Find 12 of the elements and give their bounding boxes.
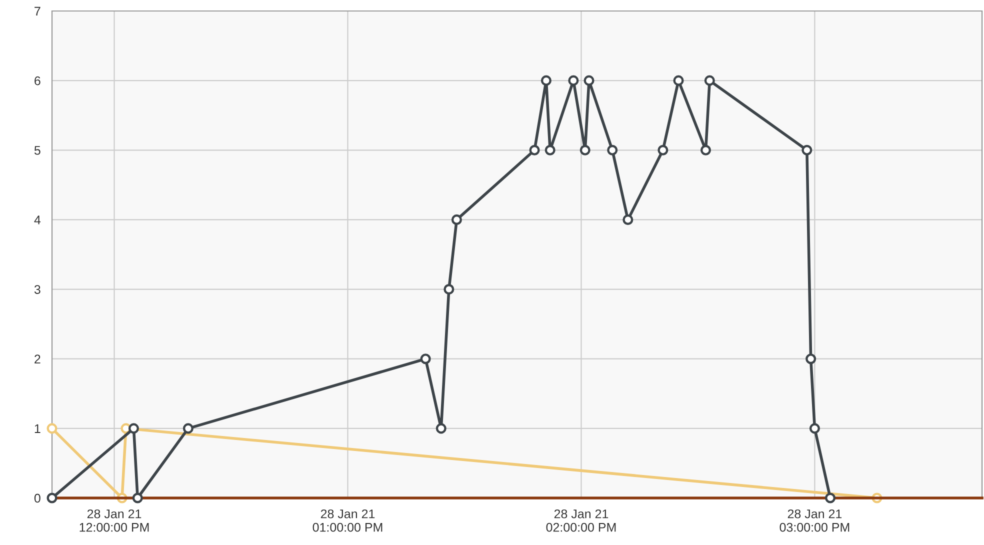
y-tick-label: 7: [34, 6, 40, 16]
y-tick-label: 5: [34, 146, 40, 155]
x-tick-label: 28 Jan 21 12:00:00 PM: [80, 509, 149, 532]
x-tick-label: 28 Jan 21 03:00:00 PM: [780, 509, 850, 532]
y-tick-label: 6: [34, 76, 40, 86]
y-tick-label: 3: [34, 285, 40, 294]
y-tick-label: 2: [34, 354, 40, 364]
y-tick-label: 1: [34, 424, 40, 433]
x-tick-label: 28 Jan 21 02:00:00 PM: [546, 509, 616, 532]
x-tick-label: 28 Jan 21 01:00:00 PM: [312, 509, 382, 532]
y-tick-label: 0: [34, 494, 40, 503]
y-tick-label: 4: [34, 216, 41, 224]
